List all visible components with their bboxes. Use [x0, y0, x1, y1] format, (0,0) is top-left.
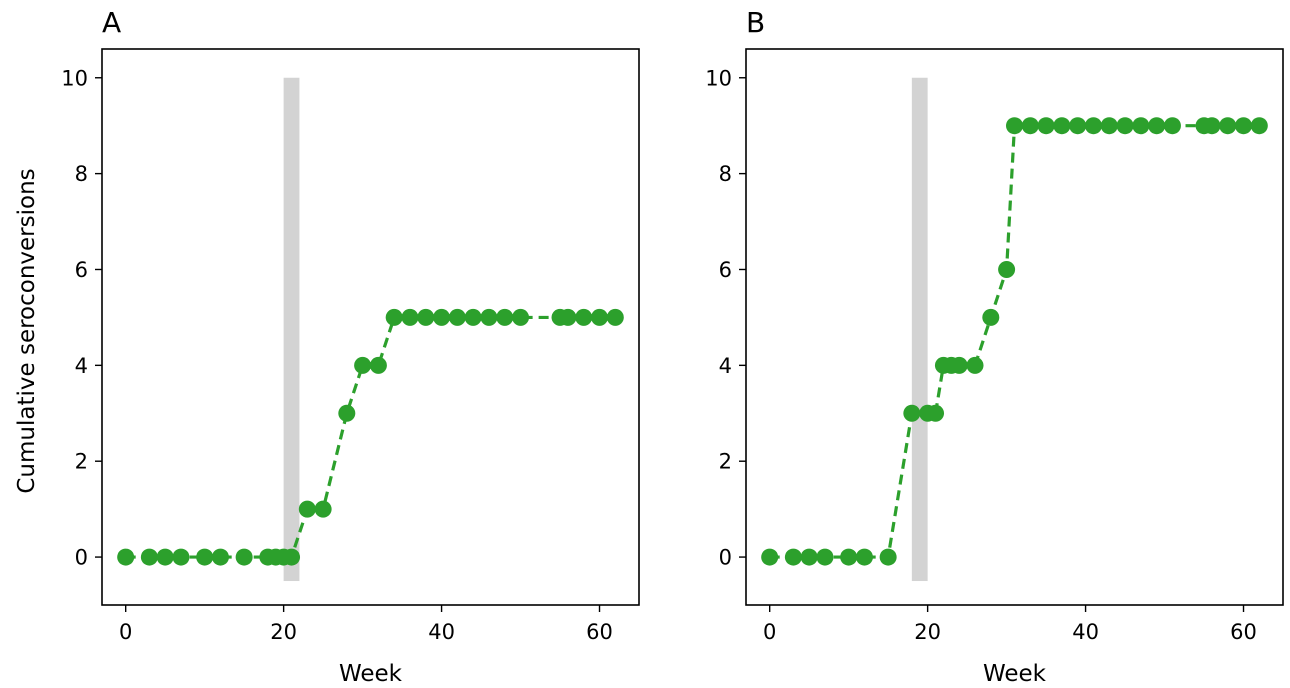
panel-label: A: [102, 6, 121, 39]
data-point: [761, 548, 779, 566]
y-tick-label: 2: [719, 450, 732, 474]
data-point: [512, 308, 530, 326]
data-point: [950, 356, 968, 374]
data-point: [117, 548, 135, 566]
data-point: [1069, 117, 1087, 135]
shaded-interval: [911, 77, 928, 582]
data-point: [982, 308, 1000, 326]
data-point: [1037, 117, 1055, 135]
data-point: [575, 308, 593, 326]
data-point: [496, 308, 514, 326]
x-axis-label: Week: [983, 661, 1047, 687]
data-point: [338, 404, 356, 422]
data-point: [1163, 117, 1181, 135]
x-tick-label: 60: [1230, 620, 1257, 644]
data-point: [235, 548, 253, 566]
y-tick-label: 0: [75, 546, 88, 570]
data-point: [816, 548, 834, 566]
y-tick-label: 4: [719, 354, 732, 378]
data-point: [464, 308, 482, 326]
data-point: [800, 548, 818, 566]
data-point: [480, 308, 498, 326]
data-point: [1219, 117, 1237, 135]
x-tick-label: 60: [586, 620, 613, 644]
y-axis-label: Cumulative seroconversions: [14, 168, 40, 493]
data-point: [855, 548, 873, 566]
data-point: [784, 548, 802, 566]
data-point: [998, 260, 1016, 278]
data-point: [369, 356, 387, 374]
y-tick-label: 6: [719, 258, 732, 282]
y-tick-label: 6: [75, 258, 88, 282]
data-point: [314, 500, 332, 518]
data-point: [1116, 117, 1134, 135]
data-point: [559, 308, 577, 326]
y-tick-label: 8: [719, 162, 732, 186]
data-point: [140, 548, 158, 566]
data-point: [591, 308, 609, 326]
x-tick-label: 40: [428, 620, 455, 644]
data-point: [417, 308, 435, 326]
data-point: [283, 548, 301, 566]
data-point: [966, 356, 984, 374]
y-tick-label: 10: [705, 66, 732, 90]
data-point: [401, 308, 419, 326]
panel-b: 0 20 40 60 0 2 4 6 8 10 Week B: [705, 6, 1284, 687]
data-point: [879, 548, 897, 566]
y-tick-label: 8: [75, 162, 88, 186]
data-point: [840, 548, 858, 566]
data-point: [385, 308, 403, 326]
data-point: [1021, 117, 1039, 135]
data-point: [433, 308, 451, 326]
panel-label: B: [746, 6, 765, 39]
data-point: [1006, 117, 1023, 135]
data-point: [1250, 117, 1268, 135]
axes-frame: [745, 48, 1284, 606]
data-point: [448, 308, 466, 326]
data-point: [1053, 117, 1071, 135]
data-point: [606, 308, 624, 326]
data-point: [927, 404, 945, 422]
x-tick-label: 0: [119, 620, 132, 644]
x-axis-label: Week: [339, 661, 403, 687]
data-point: [172, 548, 190, 566]
series-line: [769, 124, 1260, 559]
y-tick-label: 2: [75, 450, 88, 474]
data-point: [1203, 117, 1221, 135]
series-line: [125, 315, 616, 559]
data-point: [196, 548, 214, 566]
data-point: [1084, 117, 1102, 135]
data-point: [903, 404, 921, 422]
data-point: [1235, 117, 1253, 135]
x-tick-label: 20: [914, 620, 941, 644]
x-tick-label: 20: [270, 620, 297, 644]
y-tick-label: 0: [719, 546, 732, 570]
y-tick-label: 4: [75, 354, 88, 378]
x-tick-label: 40: [1072, 620, 1099, 644]
data-point: [354, 356, 372, 374]
y-tick-label: 10: [61, 66, 88, 90]
axes-frame: [101, 48, 640, 606]
data-point: [298, 500, 316, 518]
data-point: [1148, 117, 1166, 135]
data-point: [1100, 117, 1118, 135]
data-point: [1132, 117, 1150, 135]
x-tick-label: 0: [763, 620, 776, 644]
shaded-interval: [283, 77, 300, 582]
data-point: [156, 548, 174, 566]
panel-a: 0 20 40 60 0 2 4 6 8 10 Week Cumulative seroconvers…: [14, 6, 640, 687]
data-point: [211, 548, 229, 566]
